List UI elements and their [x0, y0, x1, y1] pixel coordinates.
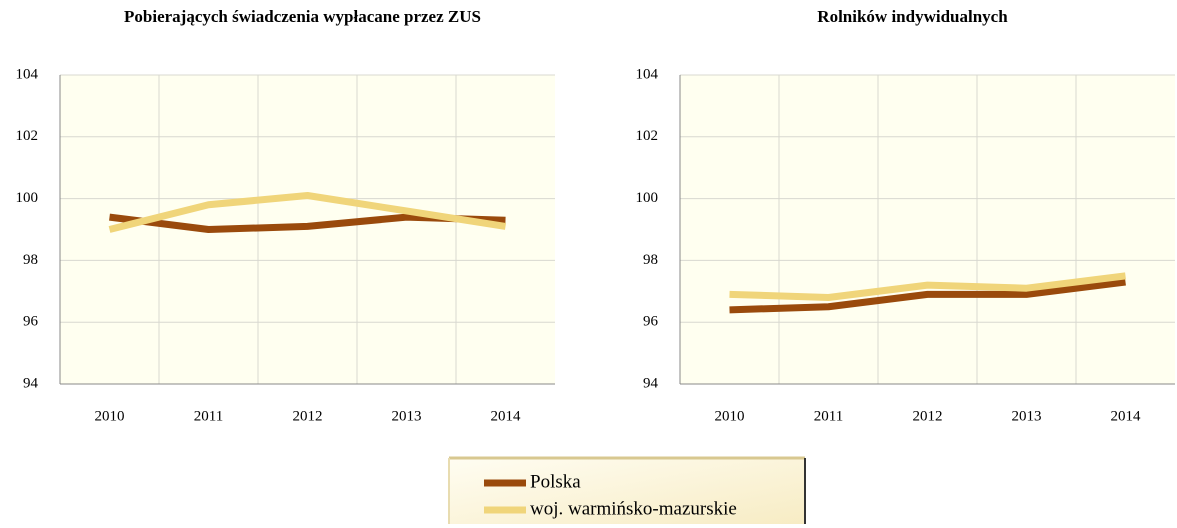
- y-tick-label: 102: [16, 128, 39, 144]
- y-tick-label: 102: [636, 128, 659, 144]
- line-series: [108, 192, 507, 233]
- x-tick-label: 2013: [1012, 408, 1042, 424]
- x-tick-label: 2014: [1111, 408, 1142, 424]
- y-tick-label: 96: [23, 314, 39, 330]
- y-tick-label: 96: [643, 314, 659, 330]
- y-tick-label: 104: [16, 66, 39, 82]
- y-tick-label: 100: [16, 190, 39, 206]
- y-tick-label: 94: [643, 375, 659, 391]
- y-tick-label: 98: [643, 252, 658, 268]
- y-tick-label: 98: [23, 252, 38, 268]
- legend-label: Polska: [530, 471, 581, 492]
- y-tick-label: 100: [636, 190, 659, 206]
- y-tick-label: 94: [23, 375, 39, 391]
- x-tick-label: 2012: [913, 408, 943, 424]
- x-tick-label: 2011: [814, 408, 843, 424]
- x-tick-label: 2012: [293, 408, 323, 424]
- x-tick-label: 2010: [715, 408, 745, 424]
- plot-area: [680, 75, 1175, 384]
- x-tick-label: 2010: [95, 408, 125, 424]
- x-tick-label: 2011: [194, 408, 223, 424]
- legend-label: woj. warmińsko-mazurskie: [530, 498, 737, 519]
- line-series: [729, 278, 1126, 314]
- x-tick-label: 2014: [491, 408, 522, 424]
- y-tick-label: 104: [636, 66, 659, 82]
- chart-title: Pobierających świadczenia wypłacane prze…: [124, 7, 481, 26]
- x-tick-label: 2013: [392, 408, 422, 424]
- line-series: [729, 272, 1126, 301]
- chart-title: Rolników indywidualnych: [817, 7, 1008, 26]
